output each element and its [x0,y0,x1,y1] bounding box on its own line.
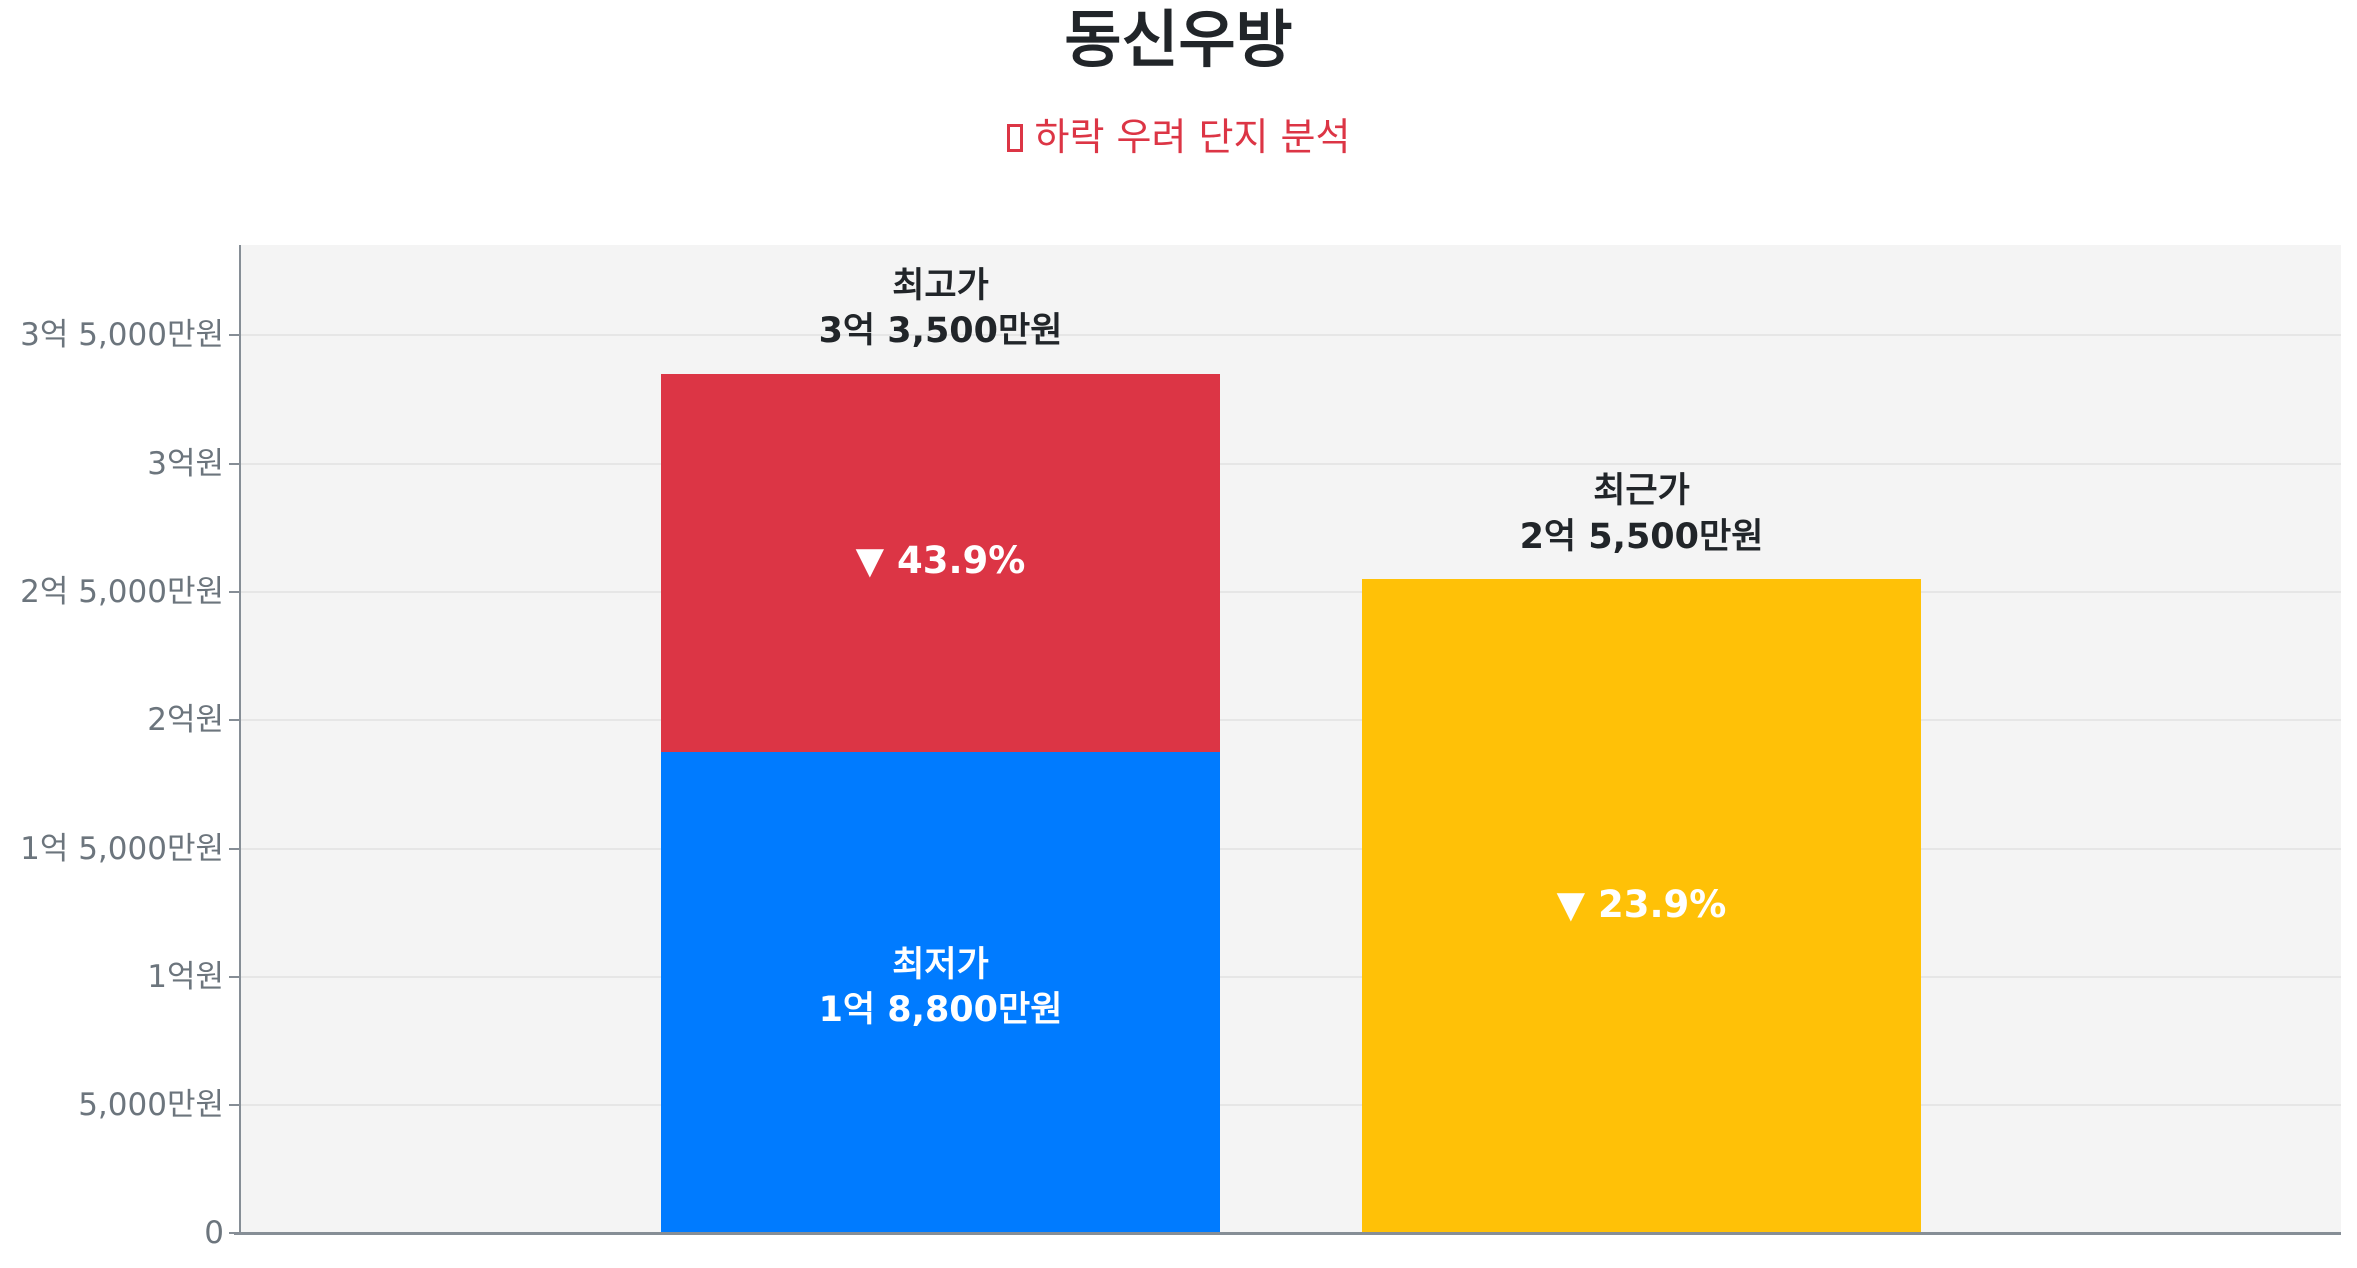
gridline [241,334,2341,336]
y-tick [229,334,239,336]
y-tick [229,719,239,721]
bar-high-price [661,374,1220,752]
y-tick-label: 5,000만원 [78,1087,224,1123]
recent-price-value: 2억 5,500만원 [1519,517,1764,557]
chart-title: 동신우방 [1064,3,1293,76]
bar-low-price [661,752,1220,1233]
down-triangle-icon: ▼ [1556,883,1586,926]
y-tick [229,1104,239,1106]
recent-drop-percent: 23.9% [1597,883,1727,926]
y-tick [229,976,239,978]
gridline [241,976,2341,978]
x-axis [234,1232,2341,1235]
high-drop-label: ▼ 43.9% [661,539,1220,583]
chart-subtitle: 하락 우려 단지 분석 [0,112,2357,162]
y-tick-label: 0 [204,1215,224,1251]
low-price-title: 최저가 [892,945,989,985]
y-tick [229,591,239,593]
y-tick [229,848,239,850]
subtitle-text: 하락 우려 단지 분석 [1034,115,1351,159]
missing-glyph-icon [1006,124,1023,152]
y-tick [229,1232,239,1234]
high-price-title: 최고가 [892,266,989,306]
y-tick-label: 3억원 [147,446,224,482]
gridline [241,463,2341,465]
high-price-value: 3억 3,500만원 [818,311,1063,351]
low-price-value: 1억 8,800만원 [818,990,1063,1030]
y-tick [229,463,239,465]
gridline [241,1104,2341,1106]
gridline [241,848,2341,850]
recent-price-title: 최근가 [1593,471,1690,511]
recent-drop-label: ▼ 23.9% [1362,883,1921,927]
high-drop-percent: 43.9% [896,539,1026,582]
bar-recent-price [1362,579,1921,1233]
y-tick-label: 1억원 [147,959,224,995]
down-triangle-icon: ▼ [855,539,885,582]
gridline [241,591,2341,593]
gridline [241,719,2341,721]
plot-area [241,245,2341,1233]
y-tick-label: 2억 5,000만원 [20,574,224,610]
y-tick-label: 1억 5,000만원 [20,831,224,867]
y-tick-label: 2억원 [147,702,224,738]
y-axis [239,245,241,1235]
y-tick-label: 3억 5,000만원 [20,317,224,353]
